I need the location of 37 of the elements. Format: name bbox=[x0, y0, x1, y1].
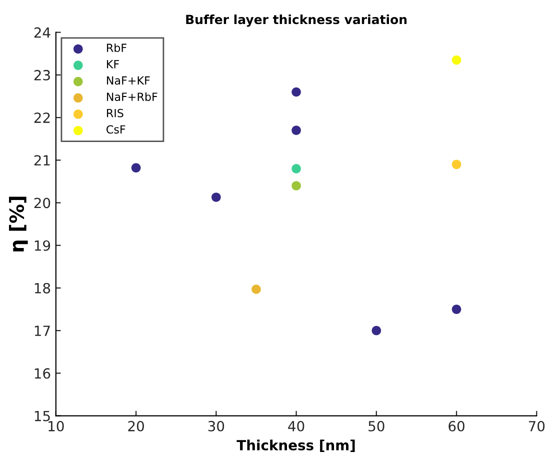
y-tick-label: 17 bbox=[34, 326, 50, 336]
x-tick-label: 20 bbox=[128, 420, 144, 432]
legend-label: RIS bbox=[106, 108, 124, 118]
y-tick-label: 15 bbox=[34, 410, 50, 422]
legend-label: KF bbox=[106, 60, 119, 68]
y-tick-label: 22 bbox=[34, 112, 50, 123]
point bbox=[452, 160, 462, 170]
x-tick-label: 60 bbox=[448, 420, 464, 432]
legend-label: RbF bbox=[106, 43, 126, 52]
y-tick-label: 19 bbox=[34, 240, 50, 251]
x-tick-label: 50 bbox=[368, 420, 384, 432]
y-tick-label: 21 bbox=[34, 155, 50, 166]
legend-label: NaF+KF bbox=[106, 76, 150, 85]
x-tick-label: 70 bbox=[528, 420, 545, 432]
legend-label: CsF bbox=[106, 125, 126, 134]
y-tick-label: 16 bbox=[34, 368, 50, 379]
x-tick-label: 10 bbox=[48, 420, 64, 432]
y-tick-label: 23 bbox=[34, 70, 50, 80]
point bbox=[131, 163, 141, 172]
chart-title: Buffer layer thickness variation bbox=[186, 14, 407, 27]
point bbox=[292, 87, 301, 97]
point bbox=[292, 181, 301, 190]
point bbox=[292, 126, 301, 135]
x-axis-title: Thickness [nm] bbox=[236, 440, 355, 452]
point bbox=[211, 192, 221, 202]
y-tick-label: 24 bbox=[34, 27, 50, 38]
y-tick-label: 18 bbox=[34, 282, 50, 294]
point bbox=[372, 326, 382, 336]
y-axis-title: η [%] bbox=[8, 196, 28, 252]
x-tick-label: 30 bbox=[208, 420, 224, 432]
x-tick-label: 40 bbox=[288, 420, 304, 432]
point bbox=[452, 304, 462, 314]
point bbox=[292, 164, 301, 174]
y-tick-label: 20 bbox=[34, 198, 50, 208]
point bbox=[452, 55, 462, 65]
legend-label: NaF+RbF bbox=[106, 92, 158, 101]
point bbox=[252, 284, 261, 294]
